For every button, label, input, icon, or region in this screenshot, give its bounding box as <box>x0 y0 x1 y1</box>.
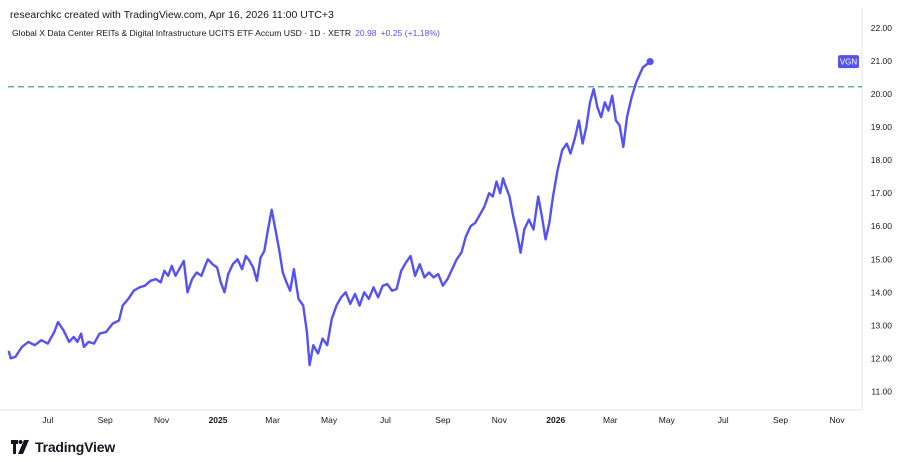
x-tick-label: Sep <box>773 415 788 425</box>
price-series-line <box>7 60 652 367</box>
tradingview-logo-icon <box>11 440 29 454</box>
y-tick-label: 11.00 <box>871 386 892 396</box>
y-tick-label: 21.00 <box>871 56 893 66</box>
x-tick-label: May <box>321 415 338 425</box>
y-tick-label: 19.00 <box>871 122 893 132</box>
last-price-marker <box>646 58 654 66</box>
x-tick-label: Nov <box>492 415 508 425</box>
x-tick-label: Nov <box>829 415 845 425</box>
y-tick-label: 18.00 <box>871 155 893 165</box>
tradingview-brand-name: TradingView <box>35 439 116 455</box>
x-tick-label: Mar <box>603 415 618 425</box>
x-tick-label: 2025 <box>209 415 228 425</box>
attribution-text: researchkc created with TradingView.com,… <box>10 9 334 21</box>
symbol-badge <box>838 55 859 69</box>
last-close-value: 20.98 <box>355 28 377 38</box>
y-tick-label: 14.00 <box>871 287 893 297</box>
y-tick-label: 16.00 <box>871 221 893 231</box>
price-change: +0.25 (+1.18%) <box>380 28 440 38</box>
x-tick-label: Sep <box>435 415 450 425</box>
y-tick-label: 17.00 <box>871 188 893 198</box>
y-tick-label: 22.00 <box>871 23 893 33</box>
x-tick-label: Mar <box>265 415 280 425</box>
x-tick-label: Jul <box>718 415 729 425</box>
x-tick-label: Jul <box>42 415 53 425</box>
x-tick-label: Nov <box>154 415 170 425</box>
x-tick-label: 2026 <box>546 415 565 425</box>
x-tick-label: May <box>659 415 676 425</box>
tradingview-brand[interactable]: TradingView <box>10 439 115 455</box>
symbol-legend: Global X Data Center REITs & Digital Inf… <box>12 28 440 38</box>
symbol-badge-label: VGN <box>840 58 858 67</box>
symbol-description: Global X Data Center REITs & Digital Inf… <box>12 28 352 38</box>
x-tick-label: Sep <box>98 415 113 425</box>
y-tick-label: 13.00 <box>871 320 893 330</box>
y-tick-label: 20.00 <box>871 89 893 99</box>
y-tick-label: 15.00 <box>871 254 893 264</box>
y-tick-label: 12.00 <box>871 353 893 363</box>
x-tick-label: Jul <box>380 415 391 425</box>
